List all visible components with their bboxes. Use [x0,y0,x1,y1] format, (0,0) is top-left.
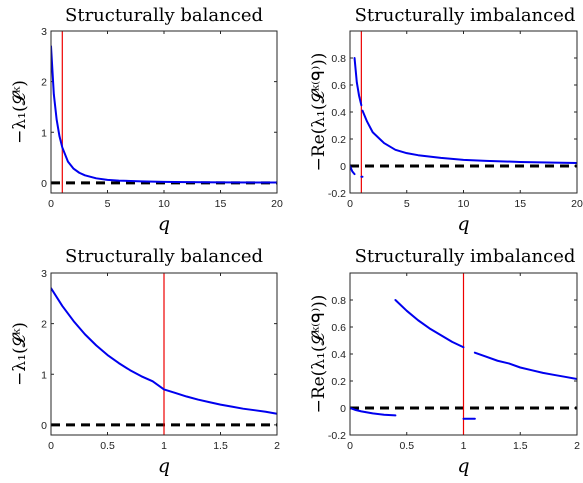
y-tick-label: 2 [41,319,47,331]
y-tick-label: 0.8 [331,53,346,65]
x-tick-label: 1.5 [513,440,528,452]
x-tick-label: 2 [574,440,580,452]
chart-title: Structurally balanced [65,246,263,267]
y-axis-label: −λ₁(𝓛ᵏ) [10,80,30,144]
y-tick-label: 3 [41,26,47,38]
chart-panel-top-left: Structurally balanced q −λ₁(𝓛ᵏ) 0 5 10 15 20 0 1 2… [10,5,283,235]
y-tick-label: 1 [41,127,47,139]
plot-area [51,273,277,435]
x-tick-label: 1 [461,440,467,452]
axes-box [51,31,277,193]
y-tick-label: 0.2 [331,134,346,146]
x-tick-label: 5 [105,198,111,210]
y-tick-label: 2 [41,77,47,89]
x-tick-label: 20 [271,198,283,210]
y-axis-label: −Re(λ₁(𝓛ᵏ⁽ᑫ⁾)) [309,53,329,172]
series-line-3 [475,353,577,379]
x-axis-label: q [457,213,469,235]
y-tick-label: 0.8 [331,295,346,307]
x-tick-label: 15 [215,198,227,210]
y-tick-label: -0.2 [328,188,346,200]
x-axis-label: q [457,455,469,477]
x-tick-label: 0 [347,198,353,210]
y-tick-label: 1 [41,369,47,381]
x-tick-label: 15 [514,198,526,210]
plot-area [350,273,577,435]
y-tick-label: 0 [340,403,346,415]
y-axis-label: −Re(λ₁(𝓛ᵏ⁽ᑫ⁾)) [309,295,329,414]
y-tick-label: -0.2 [328,430,346,442]
y-tick-label: 0 [340,161,346,173]
x-tick-label: 10 [158,198,170,210]
y-tick-label: 0.6 [331,322,346,334]
y-tick-label: 0.2 [331,376,346,388]
x-tick-label: 0.5 [100,440,115,452]
x-tick-label: 5 [404,198,410,210]
y-tick-label: 3 [41,268,47,280]
plot-area [51,31,277,193]
chart-panel-bottom-right: Structurally imbalanced q −Re(λ₁(𝓛ᵏ⁽ᑫ⁾)) 0 0… [309,246,580,477]
y-tick-label: 0.4 [331,107,346,119]
y-tick-label: 0.4 [331,349,346,361]
y-tick-label: 0 [41,178,47,190]
series-line-0 [51,46,277,182]
series-line-3 [362,111,577,163]
x-tick-label: 1 [161,440,167,452]
x-tick-label: 0 [347,440,353,452]
chart-title: Structurally balanced [65,5,263,26]
series-line-1 [355,58,362,105]
x-tick-label: 1.5 [213,440,228,452]
x-tick-label: 10 [458,198,470,210]
y-tick-label: 0 [41,420,47,432]
plot-area [350,31,577,193]
x-axis-label: q [158,455,170,477]
chart-title: Structurally imbalanced [355,246,576,267]
x-axis-label: q [158,213,170,235]
x-tick-label: 20 [571,198,583,210]
axes-box [350,31,577,193]
chart-panel-top-right: Structurally imbalanced q −Re(λ₁(𝓛ᵏ⁽ᑫ⁾)) 0 5… [309,5,583,235]
x-tick-label: 0.5 [399,440,414,452]
x-tick-label: 0 [48,198,54,210]
series-line-1 [395,300,463,347]
x-tick-label: 0 [48,440,54,452]
x-tick-label: 2 [274,440,280,452]
y-axis-label: −λ₁(𝓛ᵏ) [10,322,30,386]
chart-title: Structurally imbalanced [355,5,576,26]
chart-panel-bottom-left: Structurally balanced q −λ₁(𝓛ᵏ) 0 0.5 1 1.5 2 0 1… [10,246,280,477]
y-tick-label: 0.6 [331,80,346,92]
